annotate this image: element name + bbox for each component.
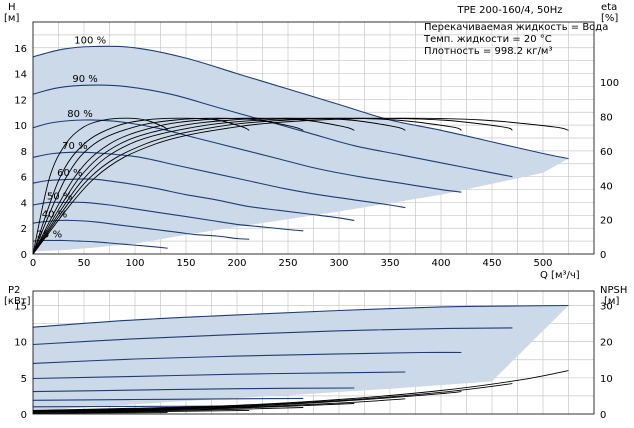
- speed-label-80: 80 %: [67, 109, 92, 120]
- npsh-tick-10: 10: [600, 374, 613, 385]
- h-tick-4: 4: [21, 198, 27, 209]
- qh-ylabel-unit: [м]: [4, 13, 19, 24]
- h-tick-14: 14: [14, 70, 27, 81]
- h-tick-12: 12: [14, 95, 27, 106]
- p2-ylabel: P2: [8, 285, 20, 296]
- x-tick-250: 250: [278, 258, 297, 269]
- h-tick-2: 2: [21, 224, 27, 235]
- h-tick-6: 6: [21, 173, 27, 184]
- npsh-tick-0: 0: [600, 410, 606, 421]
- eta-tick-100: 100: [600, 78, 619, 89]
- x-tick-0: 0: [30, 258, 36, 269]
- eta-tick-80: 80: [600, 113, 613, 124]
- x-tick-450: 450: [482, 258, 501, 269]
- x-tick-150: 150: [176, 258, 195, 269]
- x-tick-300: 300: [329, 258, 348, 269]
- x-tick-100: 100: [125, 258, 144, 269]
- p2-tick-0: 0: [21, 410, 27, 421]
- note-fluid: Перекачиваемая жидкость = Вода: [424, 22, 608, 33]
- npsh-ylabel-unit: [м]: [604, 296, 619, 307]
- speed-label-60: 60 %: [57, 168, 82, 179]
- p2-tick-10: 10: [14, 338, 27, 349]
- eta-tick-40: 40: [600, 181, 613, 192]
- npsh-ylabel: NPSH: [600, 285, 627, 296]
- qh-ylabel: H: [8, 2, 16, 13]
- title-text: TPE 200-160/4, 50Hz: [457, 5, 563, 16]
- eta-ylabel-unit: [%]: [601, 13, 618, 24]
- note-density: Плотность = 998.2 кг/м³: [424, 46, 553, 57]
- eta-tick-20: 20: [600, 216, 613, 227]
- eta-tick-60: 60: [600, 147, 613, 158]
- h-tick-16: 16: [14, 44, 27, 55]
- eta-ylabel: eta: [601, 2, 617, 13]
- x-tick-200: 200: [227, 258, 246, 269]
- qh-xlabel: Q [м³/ч]: [540, 270, 580, 281]
- h-tick-0: 0: [21, 250, 27, 261]
- eta-tick-0: 0: [600, 250, 606, 261]
- note-temperature: Темп. жидкости = 20 °C: [423, 34, 552, 45]
- npsh-tick-20: 20: [600, 338, 613, 349]
- h-tick-10: 10: [14, 121, 27, 132]
- x-tick-400: 400: [431, 258, 450, 269]
- p2-tick-5: 5: [21, 374, 27, 385]
- x-tick-350: 350: [380, 258, 399, 269]
- p2-ylabel-unit: [кВт]: [4, 296, 31, 307]
- x-tick-50: 50: [78, 258, 91, 269]
- speed-label-90: 90 %: [72, 74, 97, 85]
- x-tick-500: 500: [533, 258, 552, 269]
- h-tick-8: 8: [21, 147, 27, 158]
- speed-label-100: 100 %: [74, 35, 106, 46]
